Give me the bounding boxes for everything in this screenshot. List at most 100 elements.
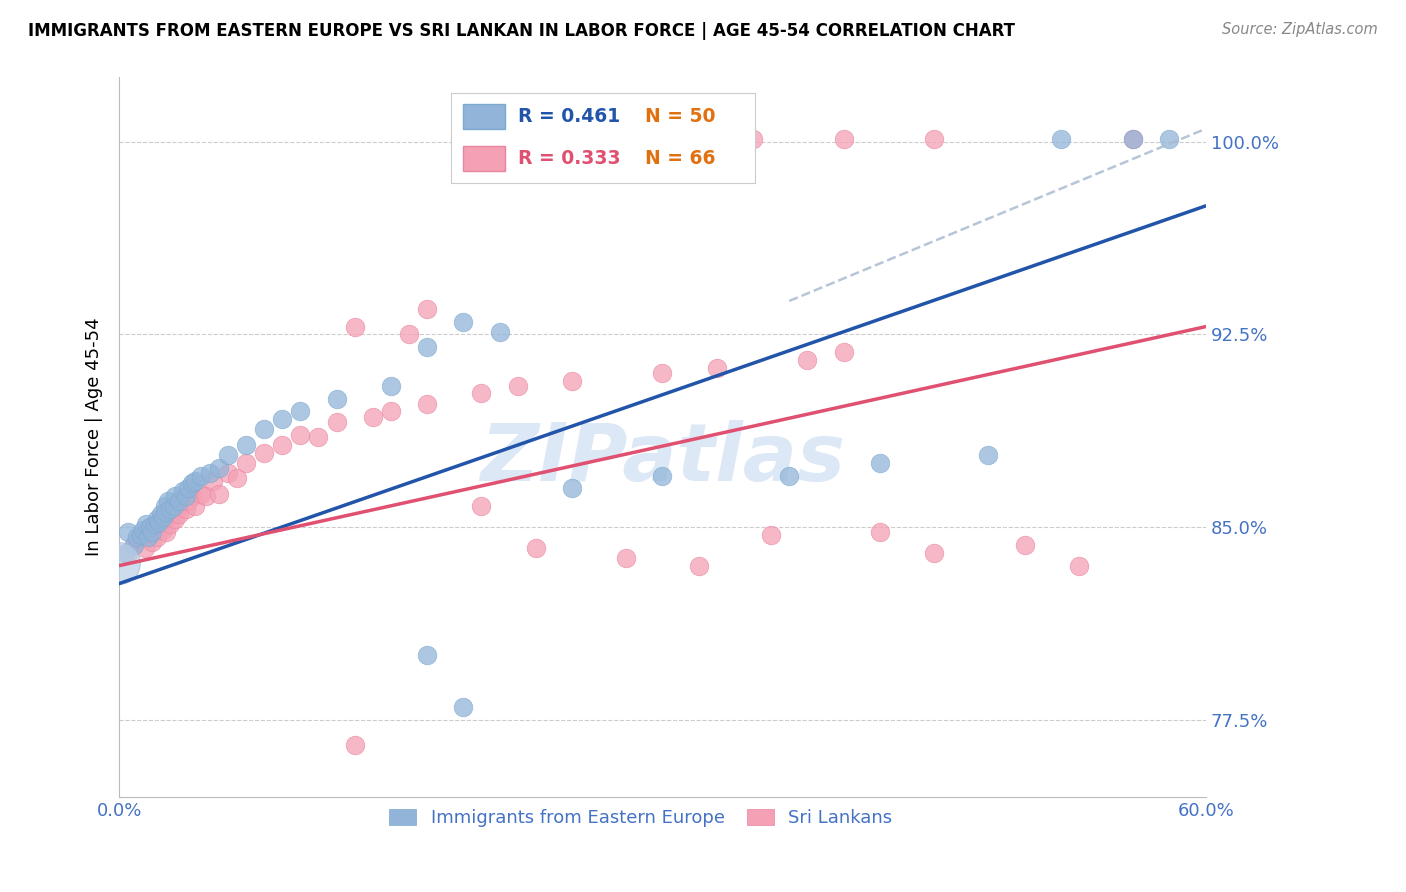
Point	[416, 301, 439, 316]
Point	[271, 412, 294, 426]
Point	[470, 500, 492, 514]
Point	[153, 500, 176, 514]
Point	[307, 430, 329, 444]
Point	[416, 340, 439, 354]
Point	[217, 466, 239, 480]
Point	[153, 512, 176, 526]
Point	[1067, 558, 1090, 573]
Point	[1014, 538, 1036, 552]
Point	[380, 404, 402, 418]
Point	[217, 448, 239, 462]
Point	[184, 500, 207, 514]
Point	[253, 445, 276, 459]
Point	[139, 520, 162, 534]
Point	[157, 494, 180, 508]
Point	[651, 468, 673, 483]
Point	[524, 541, 547, 555]
Point	[162, 500, 184, 514]
Point	[416, 648, 439, 663]
Point	[136, 530, 159, 544]
Point	[159, 517, 181, 532]
Point	[148, 515, 170, 529]
Point	[796, 353, 818, 368]
Point	[167, 494, 190, 508]
Y-axis label: In Labor Force | Age 45-54: In Labor Force | Age 45-54	[86, 318, 103, 557]
Point	[122, 538, 145, 552]
Point	[129, 527, 152, 541]
Text: Source: ZipAtlas.com: Source: ZipAtlas.com	[1222, 22, 1378, 37]
Point	[159, 502, 181, 516]
Point	[172, 494, 194, 508]
Text: ZIPatlas: ZIPatlas	[479, 420, 845, 498]
Point	[869, 525, 891, 540]
Point	[470, 386, 492, 401]
Point	[869, 456, 891, 470]
Point	[922, 132, 945, 146]
Point	[416, 397, 439, 411]
Point	[127, 533, 149, 547]
Point	[1122, 132, 1144, 146]
Point	[180, 489, 202, 503]
Point	[162, 507, 184, 521]
Point	[190, 486, 212, 500]
Point	[152, 523, 174, 537]
Point	[177, 494, 200, 508]
Point	[108, 556, 131, 570]
Point	[117, 546, 139, 560]
Point	[1049, 132, 1071, 146]
Point	[506, 378, 529, 392]
Point	[129, 527, 152, 541]
Point	[271, 438, 294, 452]
Legend: Immigrants from Eastern Europe, Sri Lankans: Immigrants from Eastern Europe, Sri Lank…	[382, 802, 900, 835]
Point	[148, 515, 170, 529]
Point	[155, 525, 177, 540]
Point	[180, 476, 202, 491]
Point	[398, 327, 420, 342]
Point	[561, 374, 583, 388]
Point	[174, 489, 197, 503]
Point	[139, 520, 162, 534]
Point	[149, 507, 172, 521]
Point	[136, 525, 159, 540]
Point	[290, 404, 312, 418]
Point	[122, 538, 145, 552]
Point	[155, 505, 177, 519]
Point	[235, 456, 257, 470]
Point	[174, 502, 197, 516]
Point	[141, 535, 163, 549]
Point	[325, 415, 347, 429]
Point	[177, 482, 200, 496]
Point	[135, 517, 157, 532]
Point	[195, 489, 218, 503]
Point	[561, 482, 583, 496]
Point	[235, 438, 257, 452]
Point	[1159, 132, 1181, 146]
Point	[506, 132, 529, 146]
Point	[165, 512, 187, 526]
Point	[167, 507, 190, 521]
Point	[208, 486, 231, 500]
Point	[146, 512, 169, 526]
Point	[614, 132, 637, 146]
Point	[651, 366, 673, 380]
Point	[141, 525, 163, 540]
Point	[134, 541, 156, 555]
Point	[453, 699, 475, 714]
Point	[117, 525, 139, 540]
Point	[184, 474, 207, 488]
Point	[146, 530, 169, 544]
Point	[742, 132, 765, 146]
Point	[190, 468, 212, 483]
Point	[114, 546, 136, 560]
Point	[157, 507, 180, 521]
Point	[614, 550, 637, 565]
Text: IMMIGRANTS FROM EASTERN EUROPE VS SRI LANKAN IN LABOR FORCE | AGE 45-54 CORRELAT: IMMIGRANTS FROM EASTERN EUROPE VS SRI LA…	[28, 22, 1015, 40]
Point	[832, 132, 855, 146]
Point	[688, 558, 710, 573]
Point	[132, 523, 155, 537]
Point	[380, 378, 402, 392]
Point	[977, 448, 1000, 462]
Point	[226, 471, 249, 485]
Point	[152, 509, 174, 524]
Point	[165, 489, 187, 503]
